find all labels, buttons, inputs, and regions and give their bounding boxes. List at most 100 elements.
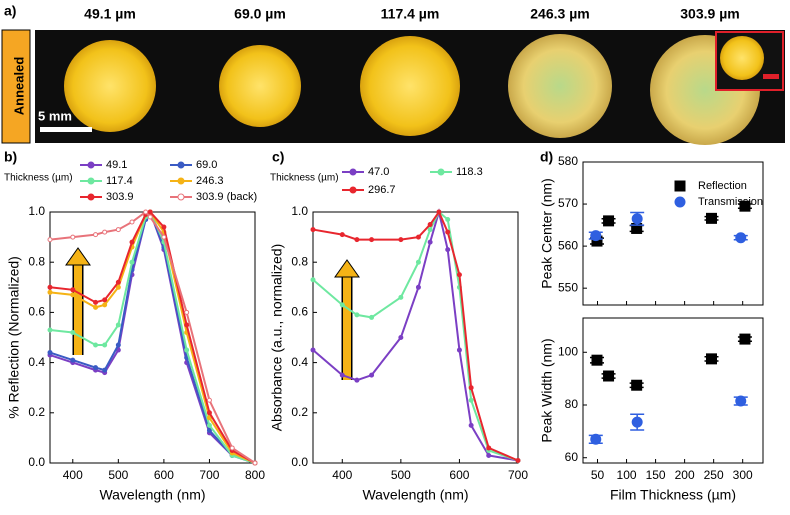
x-tick-label: 150 — [646, 468, 666, 482]
y-tick-label: 570 — [558, 196, 578, 210]
annealed-box — [1, 29, 31, 144]
plot-frame — [312, 211, 519, 464]
legend-marker — [177, 193, 185, 201]
data-point — [486, 445, 492, 451]
y-tick-label: 0.2 — [291, 405, 308, 419]
data-point — [147, 209, 153, 215]
legend-marker — [674, 180, 686, 192]
scale-bar-label: 5 mm — [38, 108, 72, 123]
data-point — [206, 410, 212, 416]
y-tick-label: 0.8 — [28, 254, 45, 268]
legend-label: 303.9 — [106, 191, 134, 203]
data-point — [93, 299, 99, 305]
panel-label: a) — [4, 3, 16, 19]
x-tick-label: 400 — [332, 468, 352, 482]
data-point — [398, 237, 404, 243]
x-tick-label: 400 — [63, 468, 83, 482]
y-tick-label: 0.0 — [291, 455, 308, 469]
y-axis-label: Peak Width (nm) — [539, 338, 555, 442]
data-point — [143, 209, 149, 215]
data-point — [206, 397, 212, 403]
data-point — [184, 309, 190, 315]
data-point — [445, 217, 451, 223]
data-point — [184, 347, 190, 353]
data-point — [310, 227, 316, 233]
sample-disk — [64, 40, 156, 132]
y-tick-label: 0.2 — [28, 405, 45, 419]
data-point — [47, 237, 53, 243]
y-tick-label: 0.4 — [28, 355, 45, 369]
data-point — [339, 232, 345, 238]
data-point — [129, 219, 135, 225]
legend-title: Thickness (µm) — [270, 173, 339, 184]
data-point — [102, 342, 108, 348]
data-point — [427, 227, 433, 233]
x-tick-label: 100 — [617, 468, 637, 482]
data-point — [398, 294, 404, 300]
y-tick-label: 560 — [558, 238, 578, 252]
x-tick-label: 600 — [154, 468, 174, 482]
x-tick-label: 300 — [733, 468, 753, 482]
side-label: Annealed — [11, 57, 26, 116]
data-point — [369, 237, 375, 243]
photo-label: 117.4 µm — [381, 6, 440, 22]
legend-marker — [87, 161, 95, 169]
data-point — [339, 372, 345, 378]
legend-label: Transmission — [698, 196, 763, 208]
legend-label: 296.7 — [368, 184, 396, 196]
data-point — [93, 232, 99, 238]
y-axis-label: % Reflection (Normalized) — [6, 256, 22, 419]
data-point — [70, 329, 76, 335]
data-point — [415, 259, 421, 265]
data-point — [739, 200, 751, 212]
x-tick-label: 600 — [449, 468, 469, 482]
x-tick-label: 500 — [391, 468, 411, 482]
legend-marker — [674, 196, 686, 208]
data-point — [590, 230, 602, 242]
data-point — [354, 312, 360, 318]
data-point — [436, 209, 442, 215]
y-tick-label: 0.8 — [291, 254, 308, 268]
data-point — [147, 214, 153, 220]
data-point — [102, 367, 108, 373]
data-point — [456, 272, 462, 278]
panel-label: c) — [272, 149, 284, 165]
scale-bar — [40, 127, 92, 132]
data-point — [206, 422, 212, 428]
data-point — [115, 342, 121, 348]
inset-scale-bar — [763, 74, 779, 79]
x-tick-label: 200 — [675, 468, 695, 482]
data-point — [115, 322, 121, 328]
data-point — [739, 333, 751, 345]
data-point — [102, 297, 108, 303]
data-point — [70, 292, 76, 298]
inset-disk — [720, 36, 764, 80]
data-point — [102, 302, 108, 308]
arrow-head — [334, 259, 360, 278]
data-point — [206, 427, 212, 433]
photo-label: 49.1 µm — [84, 6, 136, 22]
data-point — [415, 284, 421, 290]
legend-label: Reflection — [698, 180, 747, 192]
data-point — [310, 277, 316, 283]
data-point — [161, 234, 167, 240]
legend-title: Thickness (µm) — [4, 173, 73, 184]
data-point — [229, 445, 235, 451]
legend-marker — [87, 177, 95, 185]
sample-disk — [219, 45, 301, 127]
y-tick-label: 1.0 — [291, 204, 308, 218]
data-point — [445, 247, 451, 253]
data-point — [603, 215, 615, 227]
data-point — [705, 353, 717, 365]
panel-label: d) — [540, 149, 553, 165]
legend-marker — [437, 168, 445, 176]
data-point — [47, 327, 53, 333]
y-tick-label: 0.0 — [28, 455, 45, 469]
data-point — [115, 284, 121, 290]
data-point — [398, 335, 404, 340]
y-tick-label: 580 — [558, 154, 578, 168]
y-tick-label: 80 — [565, 397, 579, 411]
data-point — [102, 229, 108, 235]
data-point — [486, 452, 492, 458]
